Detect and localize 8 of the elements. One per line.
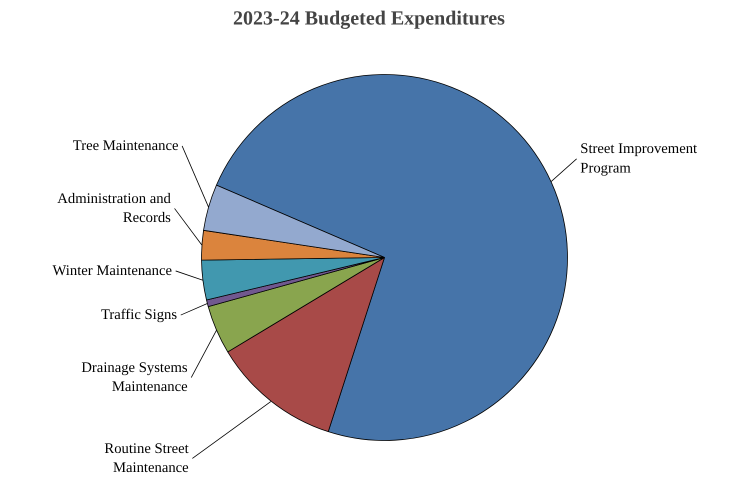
slice-label: Street Improvement Program (580, 141, 698, 176)
chart-title: 2023-24 Budgeted Expenditures (233, 8, 506, 30)
slice-label: Traffic Signs (100, 307, 178, 324)
slice-label: Drainage Systems Maintenance (81, 360, 188, 396)
slice-label: Tree Maintenance (72, 138, 178, 154)
slice-label: Routine Street Maintenance (104, 440, 189, 476)
slice-label: Winter Maintenance (52, 262, 172, 279)
slice-label: Administration and Records (57, 190, 172, 226)
